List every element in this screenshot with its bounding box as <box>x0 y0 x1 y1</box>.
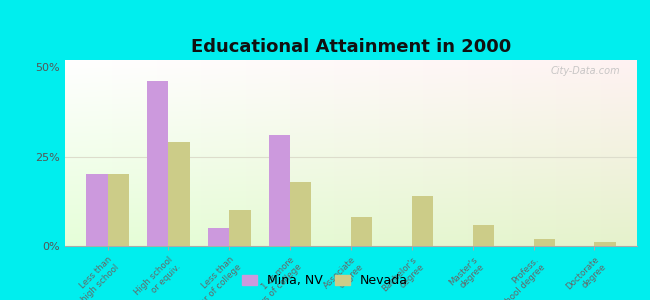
Bar <box>269 135 290 246</box>
Bar <box>108 175 129 246</box>
Bar <box>534 239 555 246</box>
Bar <box>594 242 616 246</box>
Bar <box>208 228 229 246</box>
Title: Educational Attainment in 2000: Educational Attainment in 2000 <box>191 38 511 56</box>
Bar <box>412 196 433 246</box>
Text: City-Data.com: City-Data.com <box>550 66 620 76</box>
Legend: Mina, NV, Nevada: Mina, NV, Nevada <box>238 270 412 291</box>
Bar <box>351 218 372 246</box>
Bar <box>86 175 108 246</box>
Bar <box>473 224 494 246</box>
Bar <box>147 82 168 246</box>
Bar <box>229 210 251 246</box>
Bar <box>290 182 311 246</box>
Bar <box>168 142 190 246</box>
